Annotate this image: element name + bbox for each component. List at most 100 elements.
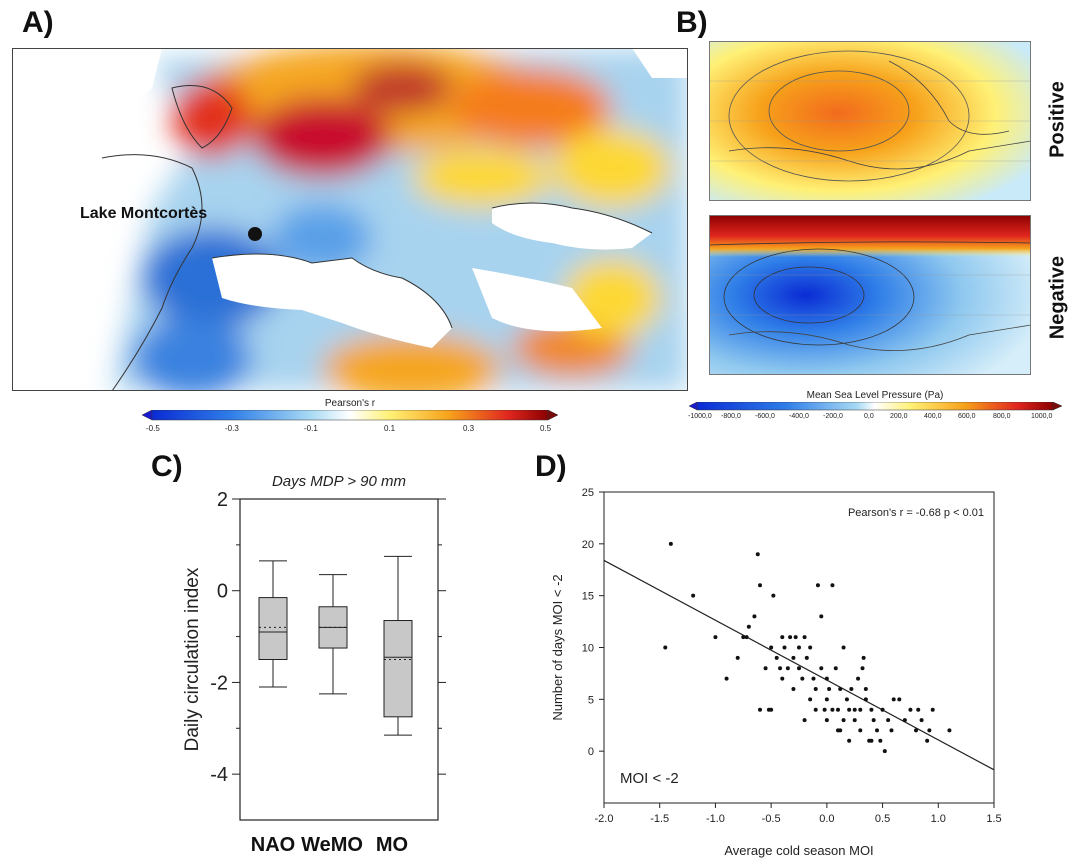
colorbar-b-tick: -1000,0 [688,413,712,420]
y-tick-label: 2 [217,489,228,511]
category-label: NAO [251,834,295,856]
data-point [785,666,790,671]
data-point [841,645,846,650]
data-point [838,728,843,733]
data-point [891,697,896,702]
data-point [849,686,854,691]
data-point [869,738,874,743]
data-point [847,707,852,712]
colorbar-b-tick: 600,0 [958,413,976,420]
data-point [863,697,868,702]
data-point [668,541,673,546]
data-point [797,666,801,671]
box [258,597,288,660]
data-point [815,583,820,588]
data-point [755,552,760,557]
data-point [813,686,818,691]
data-point [886,718,891,723]
data-point [830,583,835,588]
data-point [758,583,762,588]
data-point [793,635,798,640]
data-point [788,635,793,640]
data-point [691,593,696,598]
subset-label: MOI < -2 [620,770,679,787]
data-point [741,635,746,640]
data-point [833,666,838,671]
regression-line [603,559,995,771]
data-point [780,676,785,681]
data-point [852,718,857,723]
data-point [827,686,832,691]
data-point [746,624,751,629]
pressure-map-positive [709,41,1031,201]
colorbar-b-tick: 800,0 [993,413,1011,420]
y-tick-label: 25 [582,487,594,499]
data-point [847,738,852,743]
y-tick-label: -2 [210,672,228,694]
data-point [752,614,757,619]
data-point [804,655,809,660]
plot-frame [239,498,439,821]
colorbar-b-tick: -200,0 [823,413,843,420]
x-tick-label: -2.0 [595,813,614,825]
colorbar-a-tick: 0.5 [540,424,552,433]
colorbar-b-tick: 1000,0 [1031,413,1053,420]
data-point [858,728,863,733]
colorbar-a-tick: -0.1 [304,424,318,433]
data-point [824,676,829,681]
data-point [947,728,952,733]
data-point [735,655,740,660]
category-label: WeMO [301,834,363,856]
colorbar-b-tick: -600,0 [755,413,775,420]
data-point [916,707,921,712]
correlation-annotation: Pearson's r = -0.68 p < 0.01 [848,507,984,519]
data-point [769,707,774,712]
y-tick-label: 0 [217,581,228,603]
data-point [771,593,776,598]
data-point [791,686,796,691]
colorbar-b-tick: 400,0 [924,413,942,420]
data-point [811,676,816,681]
data-point [797,645,801,650]
data-point [908,707,913,712]
data-point [791,655,796,660]
data-point [858,707,863,712]
data-point [863,686,868,691]
data-point [889,728,894,733]
data-point [802,718,807,723]
colorbar-a [141,410,559,421]
x-axis-label: Average cold season MOI [724,843,873,858]
data-point [914,728,918,733]
colorbar-b-tick: -800,0 [721,413,741,420]
x-tick-label: 0.5 [875,813,890,825]
colorbar-a-title: Pearson's r [324,398,376,409]
data-point [819,666,824,671]
y-tick-label: 0 [588,746,594,758]
colorbar-b-tick: 200,0 [890,413,908,420]
data-point [822,707,827,712]
colorbar-a-tick: -0.5 [146,424,160,433]
data-point [841,718,846,723]
data-point [830,707,835,712]
data-point [838,686,843,691]
positive-label: Positive [1046,81,1069,158]
data-point [780,635,785,640]
data-point [782,645,787,650]
data-point [763,666,768,671]
y-axis-label: Number of days MOI < -2 [550,574,565,720]
data-point [927,728,932,733]
data-point [824,718,829,723]
colorbar-a-tick: 0.3 [463,424,475,433]
data-point [724,676,729,681]
x-tick-label: -1.5 [650,813,669,825]
data-point [856,676,861,681]
data-point [882,749,887,754]
colorbar-b-tick: 0,0 [864,413,874,420]
y-tick-label: -4 [210,764,228,786]
y-tick-label: 15 [582,591,594,603]
boxplot-chart: Days MDP > 90 mm 2 0 -2 -4 Daily circulation … [182,473,446,856]
x-tick-label: 0.0 [819,813,834,825]
colorbar-b [688,402,1063,411]
y-axis-label: Daily circulation index [182,567,203,751]
colorbar-a-tick: 0.1 [384,424,396,433]
